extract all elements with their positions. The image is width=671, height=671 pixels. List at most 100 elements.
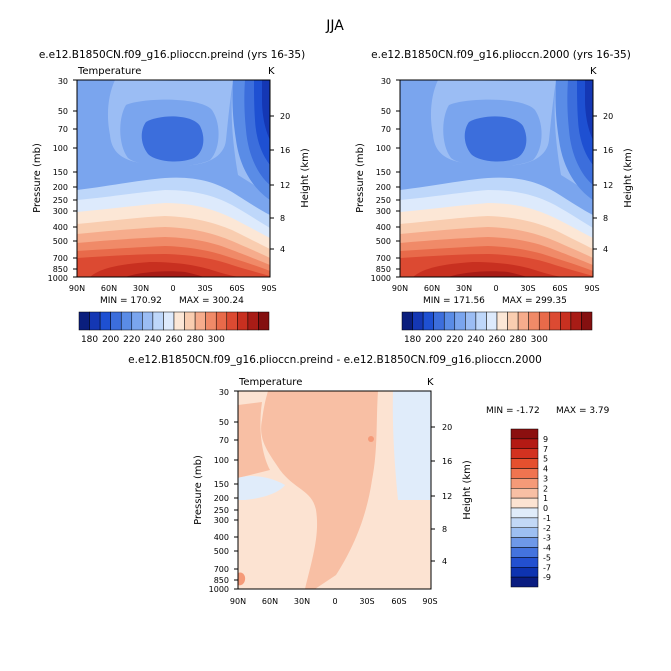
panel-c-y2-ticks: 20 16 12 8 4 (431, 423, 452, 566)
y-tick: 200 (53, 183, 68, 192)
colorbar-swatch (507, 311, 519, 331)
colorbar-swatch (510, 438, 539, 449)
y2-tick: 20 (280, 112, 290, 121)
field-band (238, 476, 285, 500)
colorbar-swatch (510, 458, 539, 469)
colorbar-label: 3 (543, 474, 548, 483)
y-tick: 700 (214, 565, 229, 574)
panel-a-y-ticks: 30 50 70 100 150 200 250 300 400 500 700… (48, 77, 77, 283)
colorbar-swatch (510, 527, 539, 538)
x-tick: 60N (262, 597, 278, 606)
panel-a-title: e.e12.B1850CN.f09_g16.plioccn.preind (yr… (39, 49, 305, 61)
panel-a-min: MIN = 170.92 (100, 296, 162, 306)
colorbar-swatch (205, 311, 217, 331)
panel-c-y2label: Height (km) (462, 460, 473, 520)
colorbar-label: 0 (543, 504, 548, 513)
y-tick: 70 (58, 125, 68, 134)
colorbar-swatch (510, 468, 539, 479)
y2-tick: 4 (603, 245, 608, 254)
colorbar-swatch (454, 311, 466, 331)
colorbar-swatch (475, 311, 487, 331)
y-tick: 70 (381, 125, 391, 134)
y-tick: 250 (214, 506, 229, 515)
colorbar-swatch (422, 311, 434, 331)
y-tick: 850 (53, 265, 68, 274)
y2-tick: 16 (603, 146, 613, 155)
colorbar-label: 180 (404, 335, 421, 345)
colorbar-swatch (89, 311, 101, 331)
field-band (238, 572, 246, 586)
y2-tick: 20 (442, 423, 452, 432)
y-tick: 250 (53, 196, 68, 205)
colorbar-label: 180 (81, 335, 98, 345)
colorbar-swatch (510, 497, 539, 509)
field-band (392, 391, 431, 500)
panel-a-y2-ticks: 20 16 12 8 4 (270, 112, 290, 254)
panel-difference: e.e12.B1850CN.f09_g16.plioccn.preind - e… (128, 354, 610, 606)
y2-tick: 16 (280, 146, 290, 155)
panel-a-subtitle: Temperature (77, 66, 141, 77)
panel-b-x-ticks: 90N 60N 30N 0 30S 60S 90S (392, 284, 600, 293)
colorbar-label: -4 (543, 544, 551, 553)
colorbar-label: -2 (543, 524, 551, 533)
colorbar-label: 4 (543, 465, 548, 474)
colorbar-swatch (510, 576, 539, 588)
y-tick: 850 (376, 265, 391, 274)
y-tick: 100 (53, 144, 68, 153)
field-band (238, 402, 270, 478)
colorbar-label: 9 (543, 435, 548, 444)
colorbar-label: 260 (165, 335, 182, 345)
y2-tick: 12 (280, 181, 290, 190)
colorbar-swatch (496, 311, 508, 331)
colorbar-swatch (247, 311, 259, 331)
field-band (585, 80, 593, 140)
y-tick: 1000 (48, 274, 68, 283)
colorbar-swatch (120, 311, 133, 331)
panel-b-frame (399, 79, 594, 278)
y-tick: 1000 (209, 585, 229, 594)
panel-a-field (77, 80, 270, 277)
x-tick: 60N (101, 284, 117, 293)
panel-c-min: MIN = -1.72 (486, 406, 540, 416)
y-tick: 500 (214, 547, 229, 556)
colorbar-swatch (258, 311, 270, 331)
colorbar-label: 220 (123, 335, 140, 345)
colorbar-swatch (412, 311, 424, 331)
colorbar-swatch (510, 428, 539, 440)
colorbar-swatch (194, 311, 206, 331)
y-tick: 400 (376, 223, 391, 232)
panel-b-title: e.e12.B1850CN.f09_g16.plioccn.2000 (yrs … (371, 49, 631, 61)
x-tick: 60S (552, 284, 567, 293)
panel-2000: e.e12.B1850CN.f09_g16.plioccn.2000 (yrs … (355, 49, 634, 345)
colorbar-swatch (163, 311, 175, 331)
x-tick: 60S (229, 284, 244, 293)
colorbar-swatch (433, 311, 445, 331)
x-tick: 0 (493, 284, 498, 293)
y-tick: 400 (214, 533, 229, 542)
x-tick: 30N (294, 597, 310, 606)
colorbar-swatch (517, 311, 529, 331)
colorbar-label: 300 (531, 335, 548, 345)
y-tick: 150 (214, 480, 229, 489)
field-band (125, 271, 205, 277)
colorbar-swatch (152, 311, 164, 331)
colorbar-swatch (570, 311, 582, 331)
y-tick: 30 (219, 388, 229, 397)
y2-tick: 12 (442, 492, 452, 501)
colorbar-swatch (110, 311, 122, 331)
panel-a-y2label: Height (km) (300, 148, 311, 208)
y2-tick: 4 (442, 557, 447, 566)
colorbar-swatch (510, 557, 539, 568)
panel-b-y-ticks: 30 50 70 100 150 200 250 300 400 500 700… (371, 77, 400, 283)
y-tick: 30 (58, 77, 68, 86)
y2-tick: 4 (280, 245, 285, 254)
panel-c-field (238, 391, 431, 589)
colorbar-swatch (510, 517, 539, 528)
colorbar-label: 240 (467, 335, 484, 345)
colorbar-swatch (226, 311, 238, 331)
colorbar-label: 280 (510, 335, 527, 345)
colorbar-label: 7 (543, 445, 548, 454)
y-tick: 500 (376, 237, 391, 246)
y-tick: 50 (58, 107, 68, 116)
